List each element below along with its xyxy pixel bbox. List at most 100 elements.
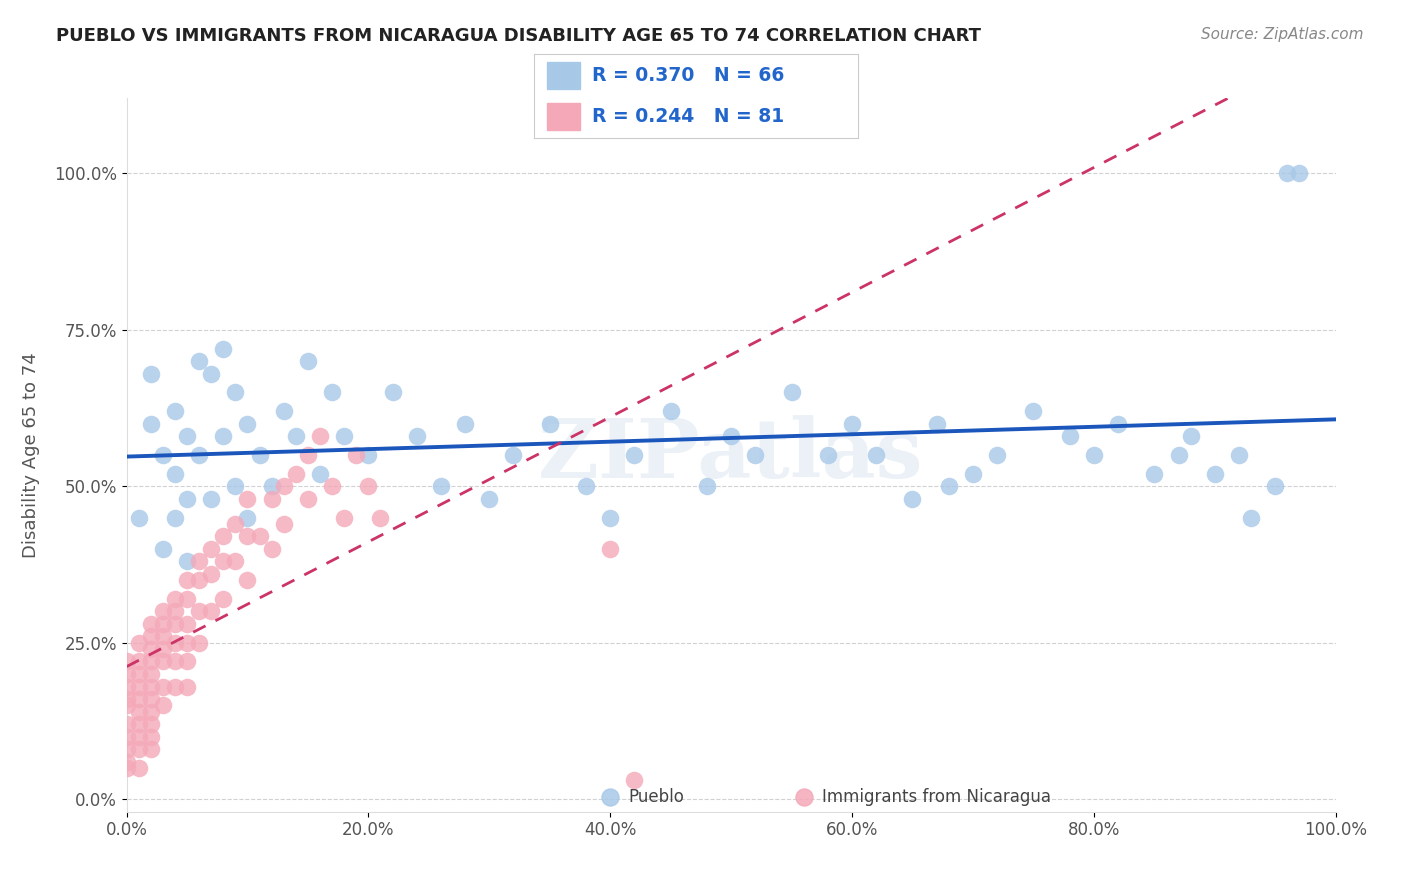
Point: [128, 680, 150, 694]
Point: [176, 554, 198, 568]
Point: [1143, 467, 1166, 481]
Point: [139, 367, 162, 381]
Point: [224, 554, 246, 568]
Point: [163, 404, 186, 418]
Point: [128, 730, 150, 744]
Point: [236, 510, 259, 524]
Point: [176, 429, 198, 443]
Point: [659, 404, 682, 418]
Point: [224, 479, 246, 493]
Point: [115, 698, 138, 713]
Point: [139, 730, 162, 744]
Point: [212, 529, 235, 543]
Text: R = 0.370   N = 66: R = 0.370 N = 66: [592, 66, 785, 85]
Point: [986, 448, 1008, 462]
Point: [212, 342, 235, 356]
Point: [152, 448, 174, 462]
Point: [200, 566, 222, 581]
Point: [139, 680, 162, 694]
Point: [188, 354, 211, 368]
Point: [152, 655, 174, 669]
Point: [623, 773, 645, 788]
Point: [236, 491, 259, 506]
Point: [249, 448, 271, 462]
Point: [212, 591, 235, 606]
Point: [115, 761, 138, 775]
Point: [139, 742, 162, 756]
Point: [333, 510, 356, 524]
Point: [599, 780, 621, 794]
Point: [212, 554, 235, 568]
Point: [1180, 429, 1202, 443]
Point: [128, 692, 150, 706]
Point: [128, 705, 150, 719]
Point: [381, 385, 404, 400]
Point: [139, 667, 162, 681]
Bar: [547, 62, 579, 89]
Point: [139, 717, 162, 731]
Point: [236, 529, 259, 543]
Point: [115, 730, 138, 744]
Point: [176, 616, 198, 631]
Point: [176, 591, 198, 606]
Point: [1022, 404, 1045, 418]
Point: [139, 642, 162, 657]
Point: [200, 491, 222, 506]
Point: [212, 429, 235, 443]
Point: [309, 467, 332, 481]
Point: [1204, 467, 1226, 481]
Point: [128, 667, 150, 681]
Point: [128, 761, 150, 775]
Point: [357, 479, 380, 493]
Point: [200, 604, 222, 618]
Point: [599, 541, 621, 556]
Point: [1277, 166, 1299, 180]
Point: [139, 616, 162, 631]
Point: [405, 429, 427, 443]
Point: [249, 529, 271, 543]
Point: [200, 367, 222, 381]
Point: [176, 573, 198, 587]
Point: [333, 429, 356, 443]
Point: [115, 755, 138, 769]
Point: [188, 448, 211, 462]
Point: [865, 448, 887, 462]
Point: [236, 573, 259, 587]
Point: [152, 680, 174, 694]
Point: [1083, 448, 1105, 462]
Point: [260, 541, 283, 556]
Point: [744, 448, 766, 462]
Point: [188, 636, 211, 650]
Point: [139, 655, 162, 669]
Point: [1240, 510, 1263, 524]
Point: [139, 630, 162, 644]
Point: [344, 448, 367, 462]
Point: [817, 448, 839, 462]
Point: [273, 479, 295, 493]
Point: [273, 516, 295, 531]
Point: [163, 655, 186, 669]
Point: [938, 479, 960, 493]
Point: [297, 491, 319, 506]
Point: [370, 510, 392, 524]
Point: [176, 636, 198, 650]
Point: [430, 479, 453, 493]
Point: [176, 655, 198, 669]
Point: [901, 491, 924, 506]
Point: [115, 667, 138, 681]
Point: [152, 541, 174, 556]
Point: [321, 479, 343, 493]
Text: Immigrants from Nicaragua: Immigrants from Nicaragua: [821, 789, 1050, 806]
Point: [163, 604, 186, 618]
Point: [260, 491, 283, 506]
Point: [163, 510, 186, 524]
Point: [623, 448, 645, 462]
Text: Pueblo: Pueblo: [628, 789, 685, 806]
Point: [139, 417, 162, 431]
Point: [297, 354, 319, 368]
Point: [1059, 429, 1081, 443]
Point: [163, 616, 186, 631]
Point: [1227, 448, 1250, 462]
Point: [163, 636, 186, 650]
Point: [273, 404, 295, 418]
